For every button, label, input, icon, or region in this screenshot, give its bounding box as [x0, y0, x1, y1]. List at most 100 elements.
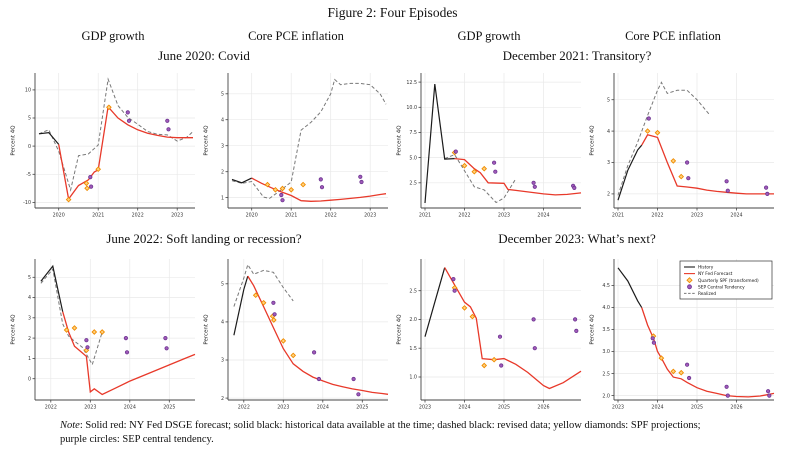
svg-text:2024: 2024 — [317, 405, 329, 411]
svg-text:1: 1 — [221, 195, 224, 201]
svg-text:Percent 4Q: Percent 4Q — [590, 125, 596, 156]
svg-text:3: 3 — [607, 160, 610, 166]
svg-text:3: 3 — [28, 316, 31, 322]
figure-title: Figure 2: Four Episodes — [327, 5, 458, 20]
svg-text:5: 5 — [221, 282, 224, 288]
svg-text:2022: 2022 — [458, 213, 470, 219]
svg-text:2024: 2024 — [537, 213, 549, 219]
svg-text:2024: 2024 — [730, 213, 742, 219]
plots-row-1: -10 -5 0 5 10 2020 2021 2022 2023 Percent 4Q 1 2 3 4… — [8, 68, 779, 220]
episode-title-june-2022-soft-landing: June 2022: Soft landing or recession? — [106, 231, 302, 246]
chart-core-pce-december-2021: 2 3 4 5 2021 2022 2023 2024 Percent 4Q — [587, 68, 779, 220]
svg-text:2022: 2022 — [45, 405, 57, 411]
episode-title-december-2021-transitory: December 2021: Transitory? — [502, 48, 652, 63]
svg-text:0: 0 — [28, 144, 31, 150]
svg-text:2021: 2021 — [612, 213, 624, 219]
svg-text:5: 5 — [28, 116, 31, 122]
svg-text:Quarterly SPF (transformed): Quarterly SPF (transformed) — [698, 278, 759, 284]
svg-text:2: 2 — [221, 396, 224, 402]
svg-text:4: 4 — [28, 295, 31, 301]
svg-text:Percent 4Q: Percent 4Q — [11, 314, 17, 345]
svg-text:2024: 2024 — [124, 405, 136, 411]
svg-text:4: 4 — [607, 129, 610, 135]
svg-text:2.5: 2.5 — [409, 181, 417, 187]
svg-text:2020: 2020 — [246, 213, 258, 219]
svg-text:1: 1 — [28, 356, 31, 362]
svg-text:2022: 2022 — [238, 405, 250, 411]
column-header-core-pce-right: Core PCE inflation — [625, 29, 721, 43]
svg-text:2021: 2021 — [92, 213, 104, 219]
svg-text:5.0: 5.0 — [409, 155, 417, 161]
plots-row-2: 0 1 2 3 4 5 2022 2023 2024 2025 Percent 4Q 2 3 4 5 202… — [8, 254, 779, 412]
chart-gdp-growth-june-2022: 0 1 2 3 4 5 2022 2023 2024 2025 Percent 4Q — [8, 254, 200, 412]
svg-text:2026: 2026 — [730, 405, 742, 411]
svg-text:0: 0 — [28, 376, 31, 382]
svg-text:2020: 2020 — [53, 213, 65, 219]
episode-title-june-2020-covid: June 2020: Covid — [158, 48, 250, 63]
svg-text:3.0: 3.0 — [602, 349, 610, 355]
svg-text:2.0: 2.0 — [409, 317, 417, 323]
svg-text:2025: 2025 — [163, 405, 175, 411]
svg-text:1.0: 1.0 — [409, 375, 417, 381]
chart-core-pce-december-2023: 2.0 2.5 3.0 3.5 4.0 4.5 2023 2024 2025 2026 Percen… — [587, 254, 779, 412]
svg-text:2025: 2025 — [498, 405, 510, 411]
svg-text:2025: 2025 — [691, 405, 703, 411]
svg-text:2022: 2022 — [325, 213, 337, 219]
svg-text:2023: 2023 — [498, 213, 510, 219]
svg-text:5: 5 — [221, 92, 224, 98]
svg-text:-5: -5 — [26, 172, 31, 178]
svg-text:2023: 2023 — [612, 405, 624, 411]
figure-note: Note: Solid red: NY Fed DSGE forecast; s… — [60, 419, 724, 447]
svg-text:3: 3 — [221, 358, 224, 364]
chart-core-pce-june-2022: 2 3 4 5 2022 2023 2024 2025 Percent 4Q — [201, 254, 393, 412]
svg-text:Percent 4Q: Percent 4Q — [11, 125, 17, 156]
svg-text:2025: 2025 — [356, 405, 368, 411]
svg-text:4.0: 4.0 — [602, 305, 610, 311]
svg-text:4: 4 — [221, 320, 224, 326]
column-header-gdp-growth-left: GDP growth — [81, 29, 145, 43]
svg-text:Percent 4Q: Percent 4Q — [204, 314, 210, 345]
svg-text:2022: 2022 — [651, 213, 663, 219]
svg-text:2023: 2023 — [84, 405, 96, 411]
svg-text:2024: 2024 — [458, 405, 470, 411]
svg-text:2: 2 — [221, 169, 224, 175]
figure-note-label: Note — [60, 420, 80, 431]
svg-text:5: 5 — [607, 97, 610, 103]
svg-text:Percent 4Q: Percent 4Q — [397, 125, 403, 156]
svg-text:NY Fed Forecast: NY Fed Forecast — [698, 271, 733, 277]
svg-text:2023: 2023 — [364, 213, 376, 219]
svg-text:SEP Central Tendency: SEP Central Tendency — [698, 284, 745, 290]
svg-text:-10: -10 — [23, 200, 31, 206]
svg-text:10: 10 — [25, 88, 31, 94]
column-header-core-pce-left: Core PCE inflation — [248, 29, 344, 43]
chart-gdp-growth-december-2021: 2.5 5.0 7.5 10.0 12.5 2021 2022 2023 2024 Percent… — [394, 68, 586, 220]
svg-text:2.5: 2.5 — [602, 371, 610, 377]
figure-note-text: : Solid red: NY Fed DSGE forecast; solid… — [60, 420, 701, 445]
svg-text:4.5: 4.5 — [602, 283, 610, 289]
svg-text:2.0: 2.0 — [602, 393, 610, 399]
svg-text:2: 2 — [607, 192, 610, 198]
episode-title-december-2023-whats-next: December 2023: What’s next? — [498, 231, 656, 246]
svg-text:2.5: 2.5 — [409, 288, 417, 294]
svg-text:4: 4 — [221, 117, 224, 123]
svg-text:Percent 4Q: Percent 4Q — [590, 314, 596, 345]
svg-text:10.0: 10.0 — [406, 105, 417, 111]
chart-core-pce-june-2020: 1 2 3 4 5 2020 2021 2022 2023 Percent 4Q — [201, 68, 393, 220]
chart-gdp-growth-december-2023: 1.0 1.5 2.0 2.5 2023 2024 2025 2026 Percent 4Q — [394, 254, 586, 412]
svg-text:12.5: 12.5 — [406, 80, 417, 86]
svg-text:Percent 4Q: Percent 4Q — [397, 314, 403, 345]
svg-text:2: 2 — [28, 336, 31, 342]
svg-text:3: 3 — [221, 143, 224, 149]
svg-text:2023: 2023 — [277, 405, 289, 411]
svg-text:1.5: 1.5 — [409, 346, 417, 352]
svg-text:2021: 2021 — [285, 213, 297, 219]
svg-text:5: 5 — [28, 275, 31, 281]
svg-text:Realized: Realized — [698, 291, 716, 297]
svg-text:2023: 2023 — [691, 213, 703, 219]
svg-text:2026: 2026 — [537, 405, 549, 411]
chart-gdp-growth-june-2020: -10 -5 0 5 10 2020 2021 2022 2023 Percent 4Q — [8, 68, 200, 220]
svg-text:2024: 2024 — [651, 405, 663, 411]
svg-text:2023: 2023 — [171, 213, 183, 219]
svg-text:Percent 4Q: Percent 4Q — [204, 125, 210, 156]
